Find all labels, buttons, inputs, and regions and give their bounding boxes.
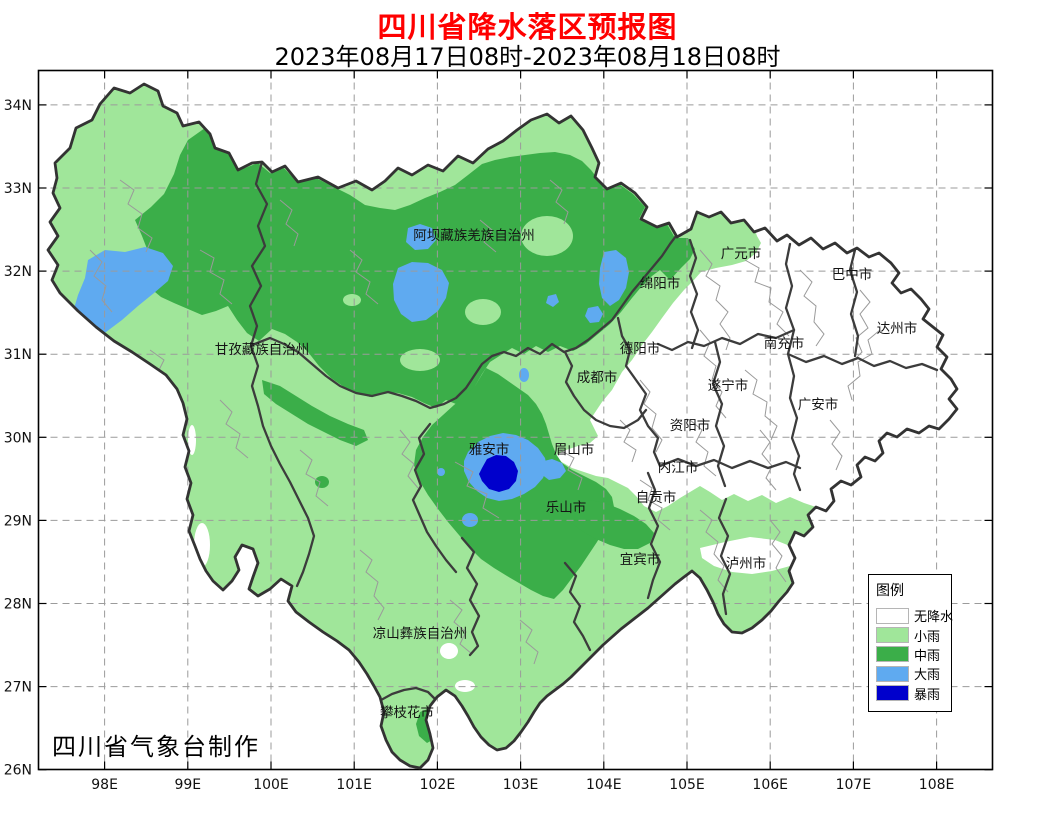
map-label-遂宁市: 遂宁市 [708, 377, 749, 394]
legend-label: 小雨 [914, 629, 941, 645]
lon-label: 100E [253, 777, 289, 793]
credit-text: 四川省气象台制作 [52, 733, 260, 761]
lon-label: 107E [836, 777, 872, 793]
region-light-rain-island [400, 349, 440, 371]
lon-label: 105E [669, 777, 705, 793]
legend-swatch-none [876, 607, 909, 624]
lon-label: 103E [503, 777, 539, 793]
lon-label: 106E [752, 777, 788, 793]
region-moderate-rain-yibin [560, 500, 654, 549]
legend-item-storm: 暴雨 [876, 684, 951, 703]
map-frame [37, 69, 994, 771]
prefecture-boundaries [248, 160, 939, 726]
map-label-宜宾市: 宜宾市 [620, 551, 661, 568]
region-light-rain-island [521, 216, 573, 256]
legend-label: 大雨 [914, 668, 941, 684]
map-label-攀枝花市: 攀枝花市 [380, 704, 434, 721]
map-label-凉山彝族自治州: 凉山彝族自治州 [373, 626, 468, 642]
legend-swatch-light [876, 627, 909, 644]
region-light-rain-island [465, 299, 501, 325]
forecast-period: 2023年08月17日08时-2023年08月18日08时 [274, 43, 781, 71]
legend: 图例 无降水小雨中雨大雨暴雨 [868, 574, 954, 712]
map-label-乐山市: 乐山市 [546, 499, 587, 516]
axis: 98E 99E 100E 101E 102E 103E 104E 105E 106E 107E 10… [4, 70, 993, 793]
legend-swatch-storm [876, 685, 909, 702]
legend-item-light: 小雨 [876, 625, 951, 645]
region-heavy-rain-spot [585, 306, 603, 323]
legend-label: 暴雨 [914, 687, 941, 703]
region-no-rain-patch [455, 680, 475, 692]
map-label-自贡市: 自贡市 [636, 489, 677, 506]
region-no-rain-patch [188, 425, 196, 455]
region-light-rain-island [343, 294, 361, 306]
region-heavy-rain-pingwu [599, 250, 629, 306]
lon-label: 101E [336, 777, 372, 793]
map-label-成都市: 成都市 [577, 369, 618, 386]
lon-label: 99E [174, 777, 201, 793]
region-moderate-rain-spot [315, 476, 329, 488]
lon-label: 102E [420, 777, 456, 793]
region-no-rain-patch [440, 643, 458, 659]
page-title: 四川省降水落区预报图 [377, 10, 678, 44]
legend-swatch-heavy [876, 665, 909, 682]
map-label-眉山市: 眉山市 [554, 441, 595, 458]
lon-label: 104E [586, 777, 622, 793]
region-heavy-rain-spot [462, 513, 478, 527]
legend-item-heavy: 大雨 [876, 664, 951, 683]
map-label-内江市: 内江市 [658, 459, 699, 476]
precipitation-fills [48, 84, 957, 768]
province-boundary [46, 82, 959, 770]
map-label-达州市: 达州市 [877, 320, 918, 337]
legend-item-moderate: 中雨 [876, 645, 951, 664]
map-label-南充市: 南充市 [764, 335, 805, 352]
lat-label: 33N [4, 181, 32, 197]
map-label-雅安市: 雅安市 [469, 441, 510, 458]
lat-label: 34N [4, 98, 32, 114]
map-label-绵阳市: 绵阳市 [640, 275, 681, 292]
legend-label: 中雨 [914, 648, 941, 664]
lat-label: 32N [4, 264, 32, 280]
map-label-巴中市: 巴中市 [832, 266, 873, 283]
region-moderate-rain-lobe [262, 380, 368, 446]
legend-swatch-moderate [876, 646, 909, 663]
lat-label: 27N [4, 680, 32, 696]
map-label-德阳市: 德阳市 [620, 340, 661, 357]
map-label-甘孜藏族自治州: 甘孜藏族自治州 [215, 342, 310, 358]
region-heavy-rain-aba-north [406, 224, 436, 250]
region-heavy-rain-spot [519, 368, 529, 382]
county-boundaries [89, 179, 881, 679]
lat-label: 29N [4, 513, 32, 529]
lon-label: 108E [919, 777, 955, 793]
lat-label: 26N [4, 763, 32, 779]
lat-label: 31N [4, 347, 32, 363]
legend-item-none: 无降水 [876, 606, 954, 626]
lat-label: 28N [4, 597, 32, 613]
map-label-资阳市: 资阳市 [670, 417, 711, 434]
region-heavy-rain-spot [437, 468, 445, 476]
map-label-广安市: 广安市 [798, 396, 839, 413]
map-label-广元市: 广元市 [721, 245, 762, 262]
legend-title: 图例 [876, 583, 904, 599]
map-label-泸州市: 泸州市 [726, 555, 767, 572]
region-heavy-rain-aba [393, 262, 449, 322]
map-label-阿坝藏族羌族自治州: 阿坝藏族羌族自治州 [413, 228, 535, 244]
lat-label: 30N [4, 430, 32, 446]
legend-label: 无降水 [914, 610, 954, 626]
lon-label: 98E [91, 777, 118, 793]
legend-items: 无降水小雨中雨大雨暴雨 [876, 606, 954, 703]
region-rainstorm-yaan [479, 455, 518, 492]
region-heavy-rain-spot [546, 294, 559, 307]
region-heavy-rain-yaan-arm [540, 459, 566, 480]
